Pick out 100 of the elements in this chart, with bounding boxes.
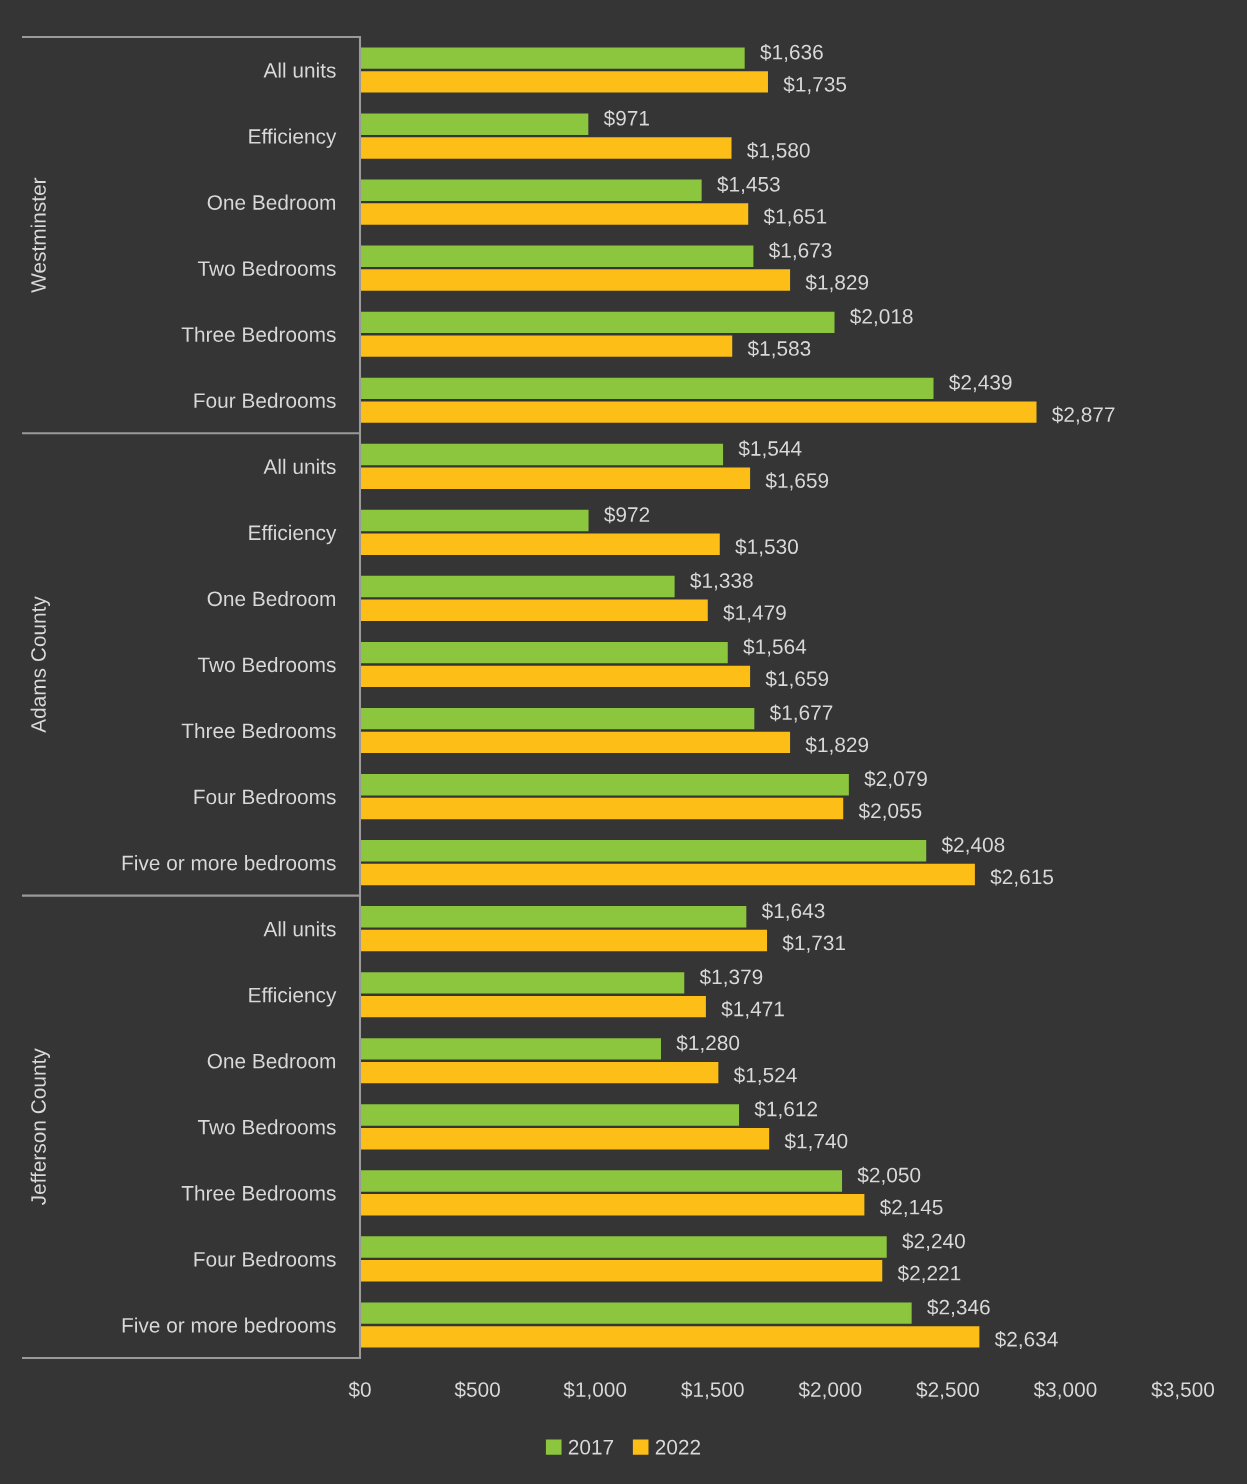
y-tick-label: One Bedroom <box>207 590 336 607</box>
data-label: $1,379 <box>699 968 763 987</box>
data-label: $1,338 <box>690 572 753 591</box>
bar <box>360 509 589 532</box>
y-axis-title: Adams County <box>30 596 50 733</box>
bar <box>360 1260 883 1282</box>
data-label: $1,731 <box>782 934 846 953</box>
y-tick-label: One Bedroom <box>207 1053 336 1069</box>
bar <box>360 972 685 994</box>
x-tick-label: $1,000 <box>563 1381 627 1400</box>
bar <box>360 863 975 886</box>
data-label: $1,583 <box>747 340 811 359</box>
data-label: $1,829 <box>805 736 869 755</box>
bar <box>360 443 724 466</box>
data-label: $2,240 <box>902 1232 965 1251</box>
y-axis-title: Jefferson County <box>30 1048 50 1206</box>
bar <box>360 929 768 952</box>
data-label: $2,055 <box>858 802 922 821</box>
bar <box>360 773 849 796</box>
bar <box>360 203 749 225</box>
data-label: $1,740 <box>784 1132 848 1151</box>
data-label: $2,050 <box>857 1166 921 1185</box>
bar <box>360 665 751 688</box>
data-label: $1,659 <box>765 472 829 491</box>
data-label: $1,544 <box>738 440 802 459</box>
data-label: $2,346 <box>927 1298 990 1317</box>
bar <box>360 1170 843 1192</box>
data-label: $1,677 <box>769 704 833 723</box>
data-label: $2,221 <box>897 1264 961 1284</box>
y-tick-label: Four Bedrooms <box>194 1251 336 1267</box>
data-label: $1,479 <box>723 604 786 623</box>
data-label: $2,615 <box>990 868 1054 887</box>
bar <box>360 311 835 334</box>
data-label: $1,453 <box>717 176 780 195</box>
data-label: $1,735 <box>783 76 847 95</box>
bar <box>360 797 844 820</box>
y-tick-label: Two Bedrooms <box>197 656 336 673</box>
y-tick-label: Efficiency <box>249 128 337 148</box>
legend-label: 2017 <box>568 1439 614 1455</box>
bar <box>360 269 791 291</box>
bar <box>360 599 708 622</box>
bar <box>360 113 589 135</box>
bar <box>360 401 1037 423</box>
bar <box>360 377 934 400</box>
x-tick-label: $1,500 <box>681 1381 744 1400</box>
x-tick-label: $2,500 <box>916 1381 979 1400</box>
bar <box>360 1104 740 1126</box>
y-tick-label: One Bedroom <box>207 194 336 210</box>
y-tick-label: All units <box>263 921 336 937</box>
x-tick-label: $2,000 <box>798 1381 862 1400</box>
bar <box>360 1326 980 1348</box>
data-label: $2,145 <box>879 1198 943 1217</box>
bar <box>360 906 747 928</box>
bar <box>360 467 751 489</box>
bar <box>360 47 745 69</box>
y-tick-label: Three Bedrooms <box>181 722 336 739</box>
y-tick-label: Three Bedrooms <box>181 326 336 342</box>
bar <box>360 995 706 1018</box>
data-label: $1,636 <box>760 43 823 63</box>
data-label: $2,634 <box>994 1330 1058 1350</box>
data-label: $1,829 <box>805 274 869 293</box>
data-label: $1,651 <box>763 208 827 227</box>
legend-label: 2022 <box>655 1439 701 1455</box>
bar <box>360 1128 770 1150</box>
bar <box>360 335 733 357</box>
data-label: $1,530 <box>735 538 798 557</box>
data-label: $971 <box>603 109 649 127</box>
data-label: $1,643 <box>761 902 825 921</box>
data-label: $1,673 <box>768 242 832 261</box>
bar <box>360 707 755 730</box>
data-label: $1,280 <box>676 1034 740 1053</box>
y-tick-label: Four Bedrooms <box>194 392 336 409</box>
data-label: $1,564 <box>743 638 807 657</box>
bar <box>360 533 720 555</box>
data-label: $1,659 <box>765 670 829 689</box>
data-label: $1,471 <box>721 1000 784 1019</box>
bar <box>360 641 728 664</box>
y-tick-label: All units <box>263 62 336 78</box>
y-tick-label: All units <box>263 458 336 475</box>
bar <box>360 1038 661 1060</box>
y-tick-label: Four Bedrooms <box>194 789 336 805</box>
data-label: $1,524 <box>733 1066 797 1085</box>
bar <box>360 1194 865 1216</box>
x-tick-label: $0 <box>348 1381 371 1399</box>
bar <box>360 1302 912 1324</box>
bar <box>360 1236 887 1258</box>
bar <box>360 731 791 754</box>
data-label: $2,439 <box>949 374 1012 393</box>
bar <box>360 575 675 598</box>
x-tick-label: $500 <box>454 1381 500 1399</box>
data-label: $2,079 <box>864 770 927 789</box>
y-tick-label: Two Bedrooms <box>197 260 336 276</box>
bar <box>360 245 754 267</box>
bar <box>360 840 927 862</box>
data-label: $1,612 <box>754 1100 817 1119</box>
data-label: $2,408 <box>941 836 1005 855</box>
y-tick-label: Five or more bedrooms <box>122 1317 336 1333</box>
data-label: $972 <box>604 506 650 524</box>
bar <box>360 179 702 201</box>
x-tick-label: $3,000 <box>1033 1381 1097 1400</box>
